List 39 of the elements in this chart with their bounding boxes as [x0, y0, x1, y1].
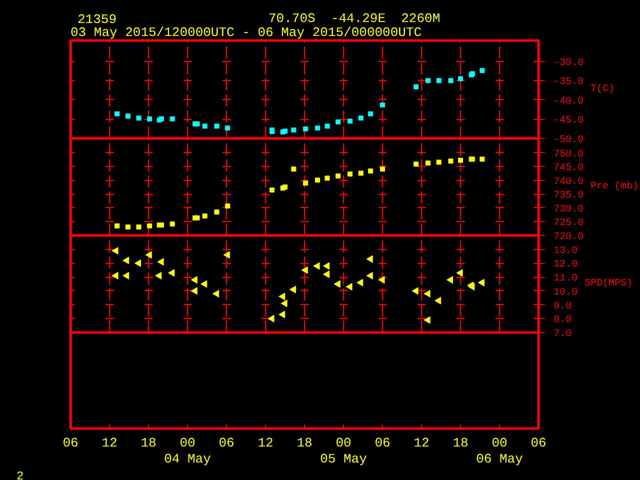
- y-tick-label: 725.0: [554, 218, 584, 230]
- text: 00 06 May: [476, 436, 523, 466]
- y-axis-title: SPD(MPS): [584, 278, 633, 290]
- y-tick-label: 740.0: [554, 176, 584, 188]
- y-tick-label: 720.0: [554, 232, 584, 243]
- text: 00 05 May: [320, 436, 367, 466]
- text: 12: [414, 436, 430, 450]
- text: 06: [218, 436, 234, 450]
- y-tick-label: 13.0: [554, 246, 578, 257]
- y-tick-label: -45.0: [554, 116, 584, 127]
- y-axis-title: Pre (mb): [590, 180, 639, 192]
- text: 2: [16, 470, 24, 480]
- y-axis-title: T(C): [590, 83, 615, 95]
- text: 06: [374, 436, 390, 450]
- y-tick-label: -35.0: [554, 77, 584, 88]
- y-tick-label: -40.0: [554, 96, 584, 108]
- text: 18: [296, 436, 312, 450]
- y-tick-label: 8.0: [554, 315, 572, 326]
- chart-subtitle: 03 May 2015/120000UTC - 06 May 2015/000000UTC: [70, 25, 422, 40]
- text: 18: [140, 436, 156, 450]
- chart-title: 21359: [78, 12, 117, 27]
- y-tick-label: 745.0: [554, 163, 584, 174]
- text: 12: [102, 436, 118, 450]
- y-tick-label: -50.0: [554, 135, 584, 146]
- y-tick-label: 11.0: [554, 274, 578, 285]
- text: 00 04 May: [164, 436, 211, 466]
- text: 18: [452, 436, 468, 450]
- y-tick-label: 730.0: [554, 204, 584, 216]
- text: 12: [258, 436, 274, 450]
- y-tick-label: 7.0: [554, 329, 572, 340]
- y-tick-label: -30.0: [554, 58, 584, 69]
- y-tick-label: 735.0: [554, 190, 584, 202]
- y-tick-label: 10.0: [554, 287, 578, 298]
- text: 06: [62, 436, 78, 450]
- y-tick-label: 9.0: [554, 301, 572, 312]
- text: 06: [530, 436, 546, 450]
- y-tick-label: 12.0: [554, 260, 578, 271]
- y-tick-label: 750.0: [554, 149, 584, 160]
- text: 70.70S -44.29E 2260M: [268, 11, 440, 26]
